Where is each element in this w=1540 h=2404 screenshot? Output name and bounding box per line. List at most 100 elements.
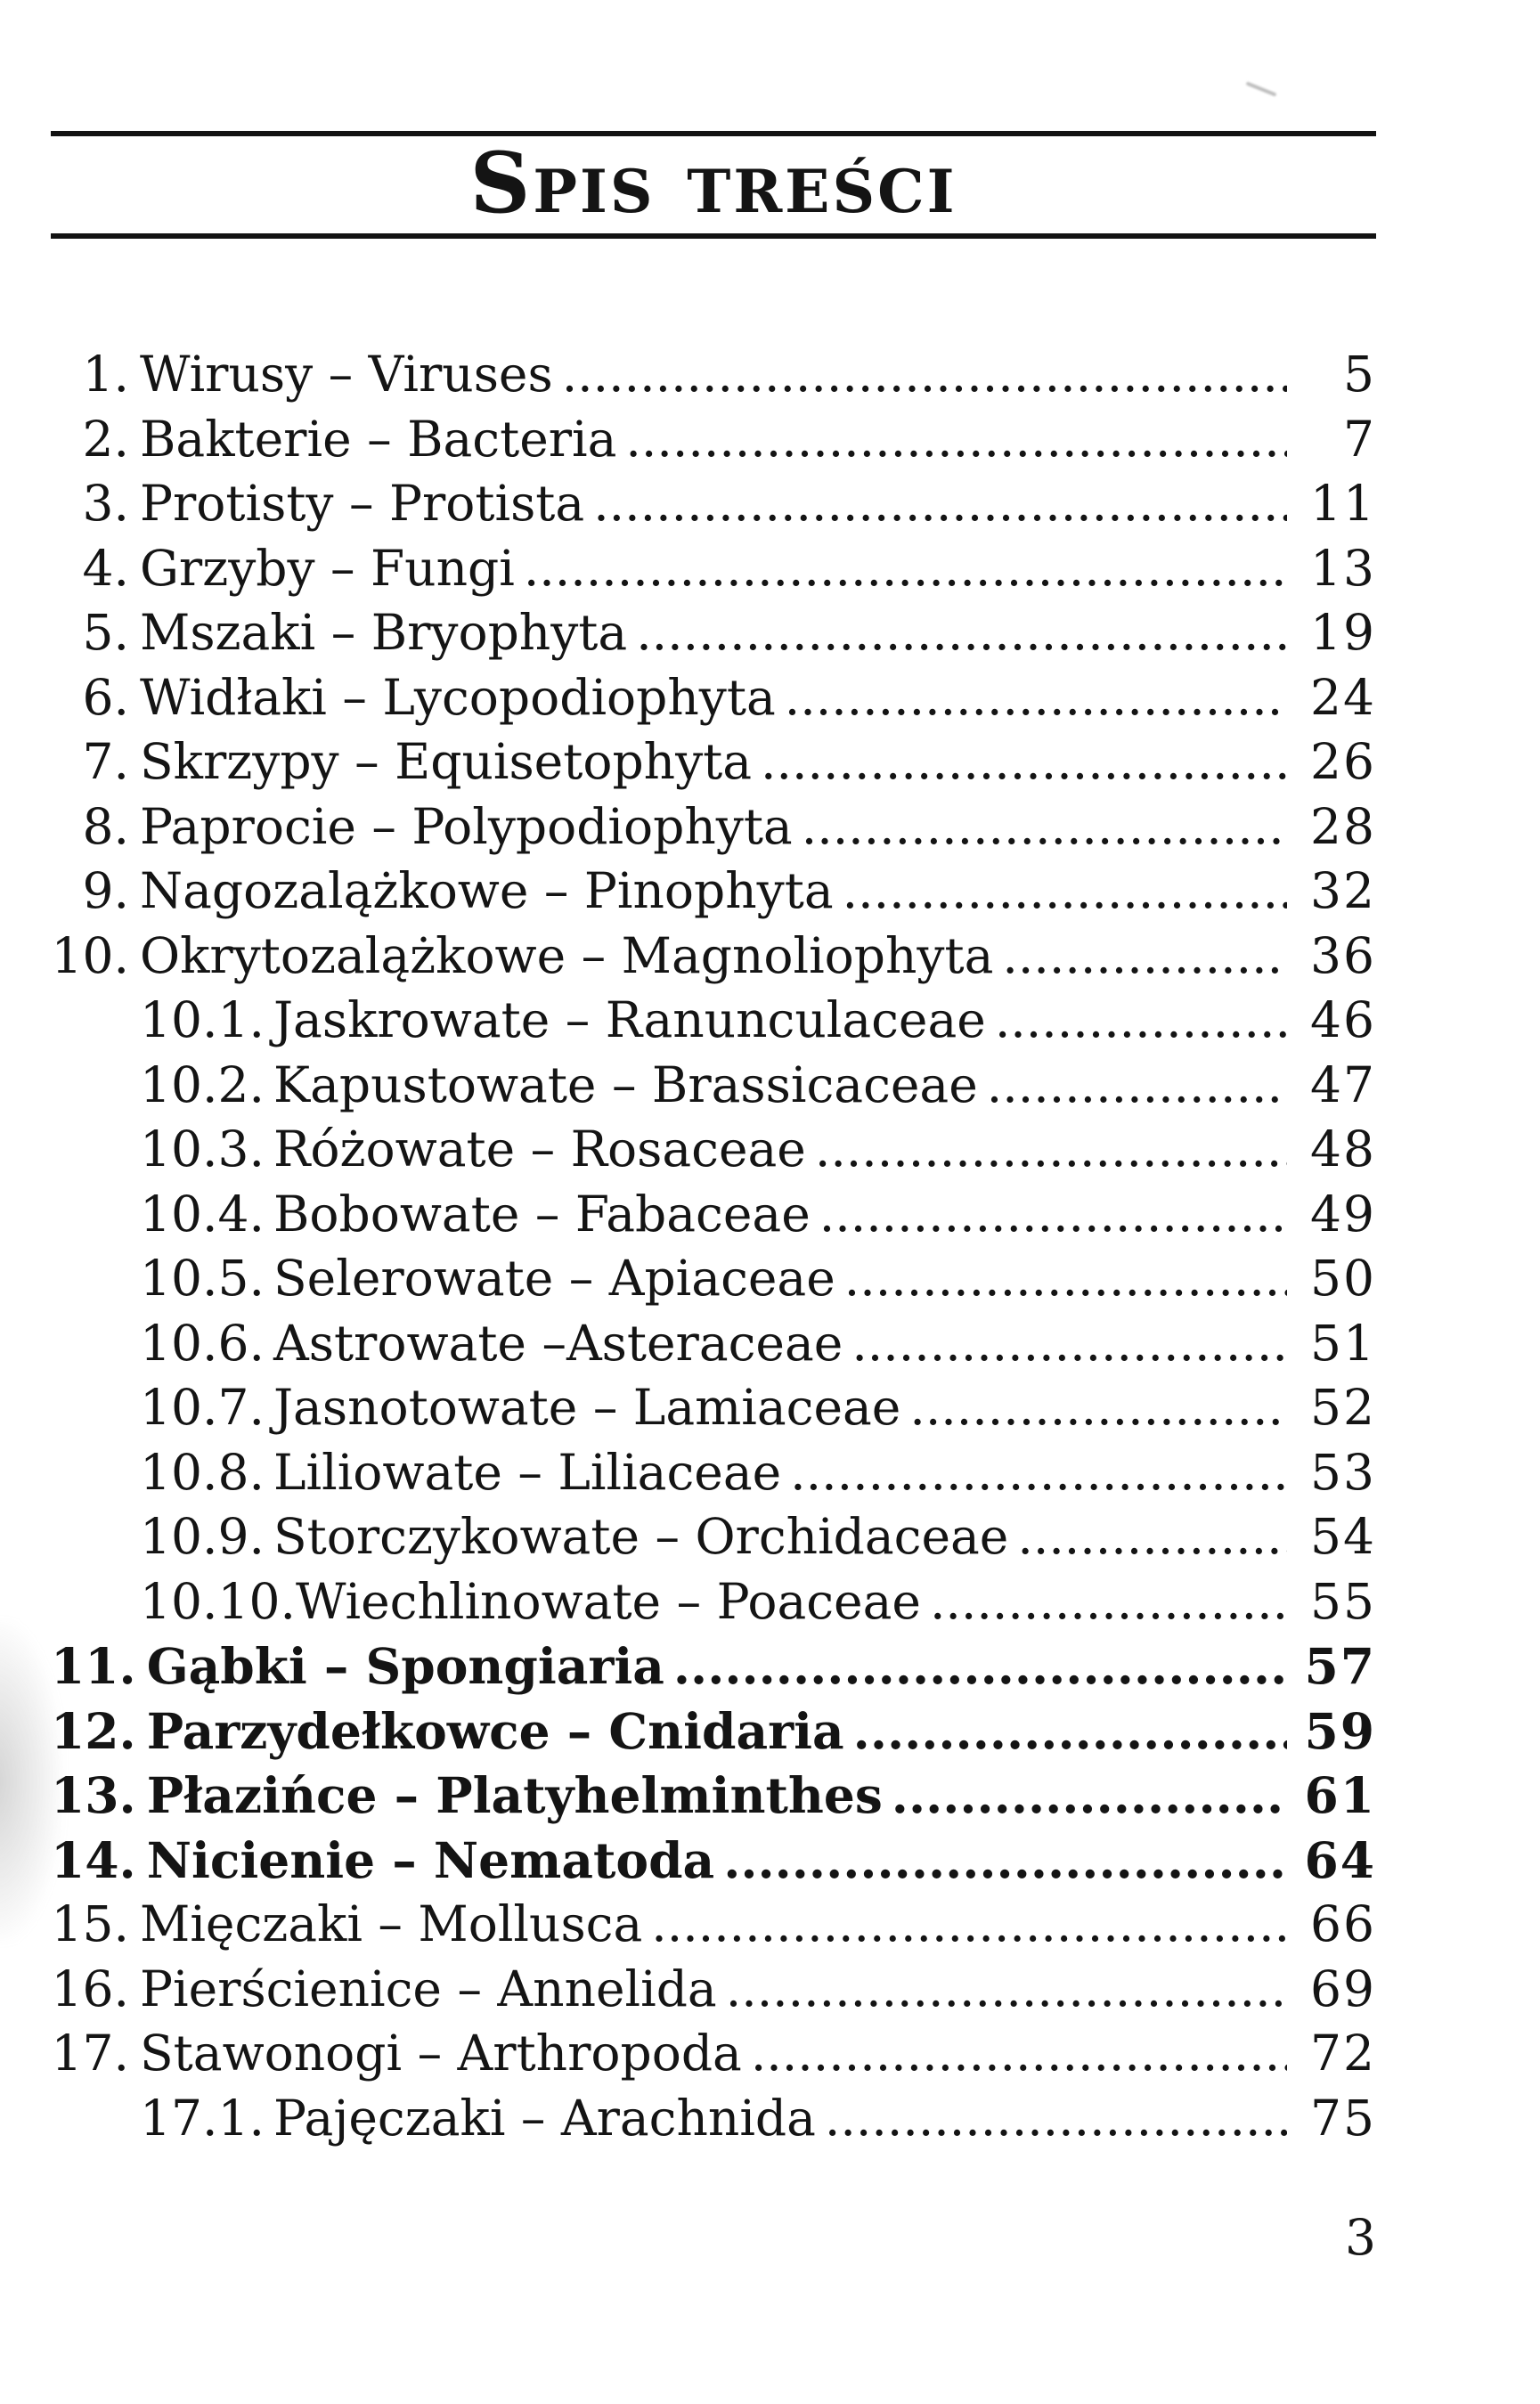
toc-leader-dots: ........................................… (625, 410, 1287, 468)
toc-leader-dots: ........................................… (986, 1055, 1287, 1113)
toc-entry-number: 10.6. (140, 1314, 265, 1372)
toc-entry-number: 4. (82, 539, 129, 597)
toc-entry-label: Widłaki – Lycopodiophyta (140, 668, 776, 726)
toc-entry: 10.3. Różowate – Rosaceae................… (51, 1121, 1376, 1186)
toc-entry-number: 2. (82, 410, 129, 468)
toc-entry: 16. Pierścienice – Annelida..............… (51, 1960, 1376, 2025)
toc-entry-page: 49 (1310, 1185, 1376, 1243)
toc-entry-number: 8. (82, 797, 129, 855)
toc-entry: 10.4. Bobowate – Fabaceae................… (51, 1186, 1376, 1251)
toc-entry-label: Pierścienice – Annelida (140, 1960, 717, 2017)
toc-entry-page: 46 (1310, 991, 1376, 1048)
toc-entry-number: 15. (51, 1895, 129, 1952)
toc-entry-number: 3. (82, 475, 129, 532)
toc-entry: 7. Skrzypy – Equisetophyta...............… (51, 733, 1376, 798)
toc-entry-label: Paprocie – Polypodiophyta (140, 797, 793, 855)
toc-leader-dots: ........................................… (784, 668, 1287, 726)
toc-entry-page: 72 (1310, 2025, 1376, 2082)
toc-entry-page: 5 (1343, 346, 1376, 403)
toc-entry-page: 7 (1343, 410, 1376, 468)
toc-entry-number: 16. (51, 1960, 129, 2017)
toc-entry: 14. Nicienie – Nematoda..................… (51, 1831, 1376, 1896)
toc-entry-page: 57 (1304, 1637, 1376, 1695)
toc-entry: 6. Widłaki – Lycopodiophyta..............… (51, 669, 1376, 734)
toc-entry: 8. Paprocie – Polypodiophyta.............… (51, 798, 1376, 863)
toc-entry: 2. Bakterie – Bacteria...................… (51, 411, 1376, 476)
toc-entry-label: Różowate – Rosaceae (273, 1121, 806, 1178)
toc-entry-label: Pajęczaki – Arachnida (273, 2089, 816, 2147)
toc-entry: 17. Stawonogi – Arthropoda...............… (51, 2025, 1376, 2090)
toc-entry-label: Storczykowate – Orchidaceae (273, 1508, 1009, 1565)
toc-entry-number: 10. (51, 926, 129, 984)
toc-entry-page: 36 (1310, 926, 1376, 984)
toc-entry-page: 69 (1310, 1960, 1376, 2017)
toc-leader-dots: ........................................… (801, 797, 1287, 855)
toc-leader-dots: ........................................… (994, 991, 1287, 1048)
toc-entry: 10. Okrytozalążkowe – Magnoliophyta......… (51, 927, 1376, 992)
toc-entry-label: Kapustowate – Brassicaceae (273, 1055, 978, 1113)
toc-entry: 10.6. Astrowate –Asteraceae..............… (51, 1315, 1376, 1380)
toc-leader-dots: ........................................… (814, 1121, 1287, 1178)
toc-entry: 10.2. Kapustowate – Brassicaceae.........… (51, 1056, 1376, 1121)
title-rule-top (51, 131, 1376, 136)
toc-entry-page: 64 (1304, 1830, 1376, 1889)
toc-entry-page: 61 (1304, 1766, 1376, 1824)
toc-leader-dots: ........................................… (843, 1250, 1287, 1307)
page-number: 3 (1345, 2209, 1376, 2266)
toc-entry-label: Jasnotowate – Lamiaceae (273, 1379, 901, 1436)
toc-entry-page: 47 (1310, 1055, 1376, 1113)
toc-entry-page: 66 (1310, 1895, 1376, 1952)
toc-entry-page: 24 (1310, 668, 1376, 726)
toc-entry-label: Nagozalążkowe – Pinophyta (140, 862, 834, 919)
toc-entry-label: Skrzypy – Equisetophyta (140, 733, 753, 790)
toc-entry-number: 10.1. (140, 991, 265, 1048)
title-rule-bottom (51, 233, 1376, 239)
toc-entry-number: 9. (82, 862, 129, 919)
page-title: Spis treści (469, 134, 957, 232)
toc-entry-number: 10.4. (140, 1185, 265, 1243)
toc-entry-label: Bakterie – Bacteria (140, 410, 617, 468)
toc-leader-dots: ........................................… (929, 1572, 1287, 1630)
toc-entry-label: Parzydełkowce – Cnidaria (146, 1701, 844, 1760)
toc-entry-page: 53 (1310, 1443, 1376, 1501)
toc-entry-number: 10.8. (140, 1443, 265, 1501)
toc-entry-page: 48 (1310, 1121, 1376, 1178)
toc-entry-label: Bobowate – Fabaceae (273, 1185, 811, 1243)
toc-entry-label: Jaskrowate – Ranunculaceae (273, 991, 986, 1048)
toc-leader-dots: ........................................… (824, 2089, 1287, 2147)
toc-entry: 9. Nagozalążkowe – Pinophyta.............… (51, 862, 1376, 927)
scan-smudge (0, 1621, 62, 1942)
toc-entry-label: Płazińce – Platyhelminthes (146, 1766, 883, 1824)
toc-entry-page: 50 (1310, 1250, 1376, 1307)
toc-leader-dots: ........................................… (561, 346, 1287, 403)
toc-entry-number: 10.7. (140, 1379, 265, 1436)
toc-leader-dots: ........................................… (725, 1960, 1287, 2017)
toc-entry-page: 11 (1310, 475, 1376, 532)
toc-entry-label: Wiechlinowate – Poaceae (295, 1572, 921, 1630)
toc-leader-dots: ........................................… (761, 733, 1287, 790)
toc-entry-label: Mszaki – Bryophyta (140, 604, 628, 661)
toc-entry-number: 10.5. (140, 1250, 265, 1307)
toc-entry-number: 13. (51, 1766, 136, 1824)
toc-leader-dots: ........................................… (852, 1701, 1287, 1760)
toc-entry-number: 14. (51, 1830, 136, 1889)
toc-leader-dots: ........................................… (851, 1314, 1287, 1372)
toc-leader-dots: ........................................… (750, 2025, 1287, 2082)
toc-entry-page: 26 (1310, 733, 1376, 790)
toc-entry-number: 6. (82, 668, 129, 726)
toc-entry-label: Grzyby – Fungi (140, 539, 515, 597)
toc-entry: 1. Wirusy – Viruses......................… (51, 346, 1376, 411)
toc-entry-label: Nicienie – Nematoda (146, 1830, 715, 1889)
toc-entry-page: 32 (1310, 862, 1376, 919)
toc-entry: 3. Protisty – Protista...................… (51, 475, 1376, 540)
toc-leader-dots: ........................................… (636, 604, 1287, 661)
toc-entry-number: 12. (51, 1701, 136, 1760)
toc-entry: 11. Gąbki – Spongiaria...................… (51, 1637, 1376, 1702)
toc-list: 1. Wirusy – Viruses......................… (51, 346, 1376, 2154)
toc-entry-number: 1. (82, 346, 129, 403)
toc-leader-dots: ........................................… (819, 1185, 1287, 1243)
toc-entry-number: 17. (51, 2025, 129, 2082)
toc-entry-label: Okrytozalążkowe – Magnoliophyta (140, 926, 994, 984)
toc-entry-page: 19 (1310, 604, 1376, 661)
